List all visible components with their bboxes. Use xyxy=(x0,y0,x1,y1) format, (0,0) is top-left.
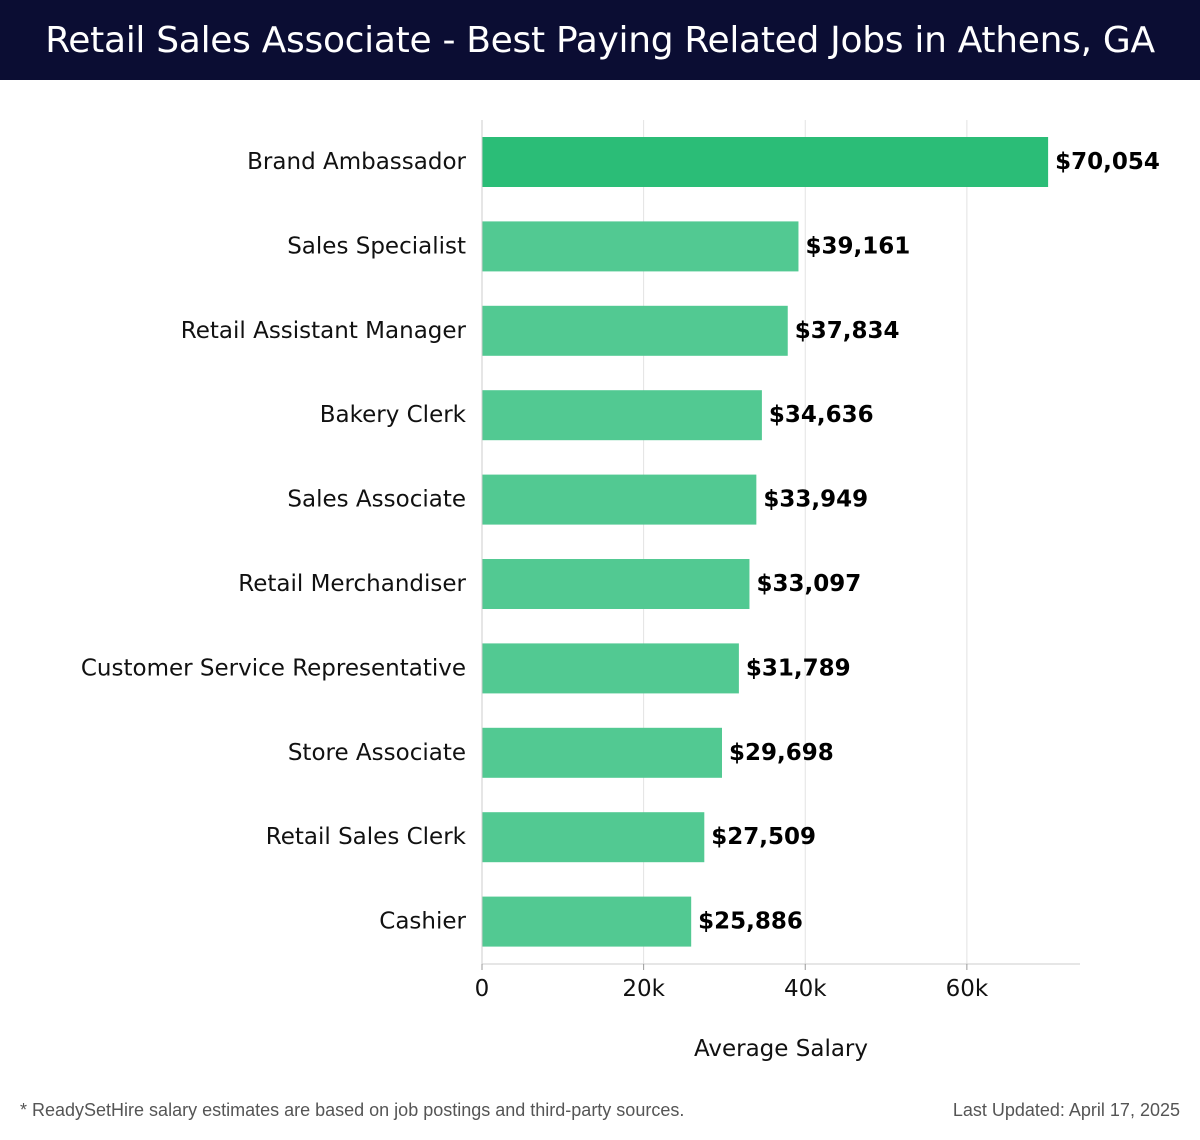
value-label: $33,949 xyxy=(763,487,868,513)
x-tick-label: 60k xyxy=(946,976,989,1002)
value-label: $37,834 xyxy=(795,318,900,344)
value-label: $31,789 xyxy=(746,655,851,681)
x-tick-label: 40k xyxy=(784,976,827,1002)
value-label: $29,698 xyxy=(729,740,834,766)
last-updated: Last Updated: April 17, 2025 xyxy=(952,1100,1180,1120)
bar xyxy=(482,305,788,356)
bar xyxy=(482,221,799,272)
category-label: Store Associate xyxy=(288,740,466,766)
header-bar: Retail Sales Associate - Best Paying Rel… xyxy=(0,0,1200,80)
bar xyxy=(482,474,757,525)
bar xyxy=(482,137,1049,187)
category-label: Sales Specialist xyxy=(287,233,466,259)
bar xyxy=(482,812,705,863)
category-label: Customer Service Representative xyxy=(81,655,466,681)
bar xyxy=(482,727,722,778)
bar xyxy=(482,390,762,441)
salary-bar-chart: Brand Ambassador $70,054 Sales Specialist $… xyxy=(81,120,1160,1062)
x-tick-label: 0 xyxy=(475,976,490,1002)
category-label: Cashier xyxy=(379,909,466,935)
value-label: $27,509 xyxy=(711,824,816,850)
x-tick-label: 20k xyxy=(622,976,665,1002)
category-label: Sales Associate xyxy=(287,487,466,513)
value-label: $70,054 xyxy=(1055,149,1160,175)
bar xyxy=(482,896,692,947)
x-axis-title: Average Salary xyxy=(694,1036,868,1062)
chart-title: Retail Sales Associate - Best Paying Rel… xyxy=(45,19,1155,61)
bar xyxy=(482,559,750,609)
value-label: $39,161 xyxy=(805,233,910,259)
category-label: Retail Assistant Manager xyxy=(181,318,467,344)
value-label: $34,636 xyxy=(769,402,874,428)
footer: * ReadySetHire salary estimates are base… xyxy=(20,1100,1180,1121)
category-label: Brand Ambassador xyxy=(247,149,466,175)
category-label: Retail Merchandiser xyxy=(238,571,466,597)
source-note: * ReadySetHire salary estimates are base… xyxy=(20,1100,685,1120)
value-label: $33,097 xyxy=(756,571,861,597)
category-label: Retail Sales Clerk xyxy=(266,824,467,850)
value-label: $25,886 xyxy=(698,909,803,935)
category-label: Bakery Clerk xyxy=(320,402,467,428)
bar xyxy=(482,643,739,694)
